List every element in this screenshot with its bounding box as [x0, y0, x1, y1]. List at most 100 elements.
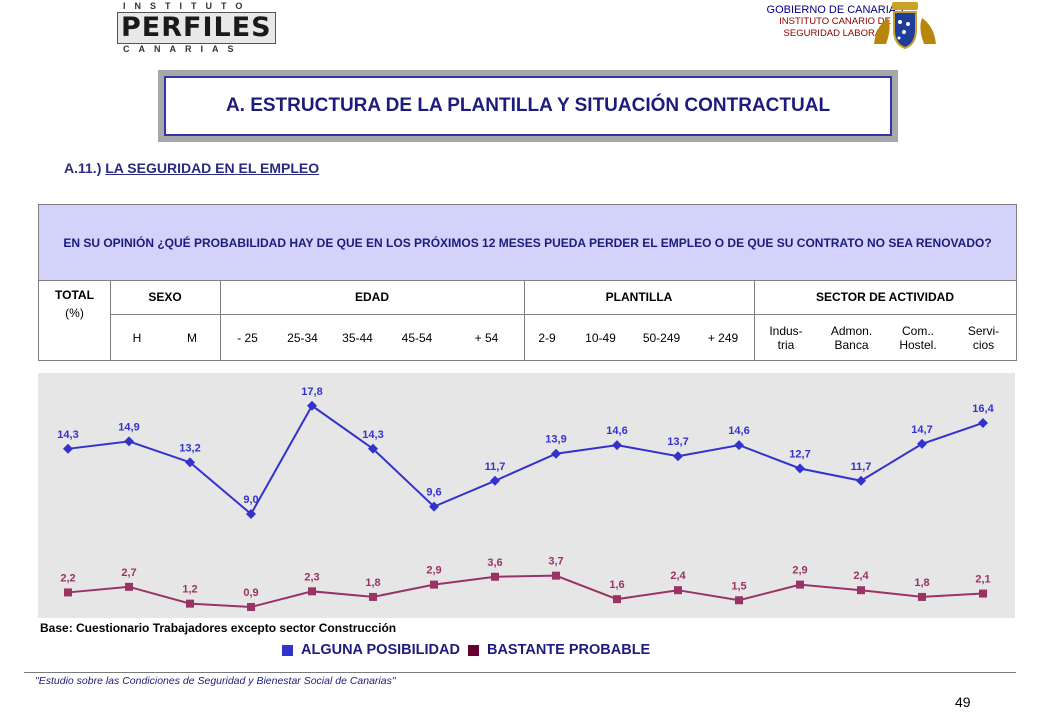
data-point	[613, 595, 621, 604]
group-edad: EDAD	[354, 290, 389, 304]
data-point	[796, 580, 804, 589]
logo-top-text: INSTITUTO	[123, 1, 252, 11]
base-note: Base: Cuestionario Trabajadores excepto …	[40, 621, 397, 635]
column-header: 50-249	[642, 330, 681, 345]
data-label: 16,4	[972, 403, 994, 415]
data-point	[368, 443, 378, 454]
column-header: Indus- tria	[769, 323, 803, 352]
data-point	[979, 589, 987, 598]
data-label: 2,9	[792, 565, 807, 577]
data-point	[430, 580, 438, 589]
data-point	[429, 501, 439, 512]
data-label: 13,2	[179, 442, 200, 454]
data-point	[491, 572, 499, 581]
column-header: 2-9	[538, 330, 556, 345]
data-label: 14,6	[728, 425, 749, 437]
data-label: 11,7	[851, 461, 872, 473]
data-label: 9,0	[243, 494, 258, 506]
data-point	[125, 582, 133, 591]
column-header: 25-34	[287, 330, 318, 345]
column-header: H	[132, 330, 142, 345]
gov-line-1: GOBIERNO DE CANARIAS	[766, 4, 904, 16]
column-header: Com.. Hostel.	[899, 323, 937, 352]
total-unit: (%)	[65, 306, 84, 320]
title-box: A. ESTRUCTURA DE LA PLANTILLA Y SITUACIÓ…	[164, 76, 892, 136]
data-label: 2,3	[304, 571, 319, 583]
legend-label-bastante: BASTANTE PROBABLE	[486, 642, 651, 658]
government-header: GOBIERNO DE CANARIAS INSTITUTO CANARIO D…	[760, 4, 910, 40]
data-point	[369, 592, 377, 601]
data-label: 3,6	[487, 557, 502, 569]
data-point	[674, 586, 682, 595]
data-label: 13,7	[667, 436, 688, 448]
data-label: 1,6	[609, 579, 624, 591]
survey-question: EN SU OPINIÓN ¿QUÉ PROBABILIDAD HAY DE Q…	[39, 205, 1016, 280]
page-title: A. ESTRUCTURA DE LA PLANTILLA Y SITUACIÓ…	[225, 95, 831, 116]
legend-label-alguna: ALGUNA POSIBILIDAD	[301, 642, 460, 658]
page-number: 49	[955, 694, 971, 710]
logo-bottom-text: CANARIAS	[123, 44, 243, 54]
column-header: Servi- cios	[967, 323, 1000, 352]
data-point	[795, 463, 805, 474]
total-header: TOTAL	[55, 288, 94, 302]
gov-line-2: INSTITUTO CANARIO DE	[779, 16, 891, 27]
data-label: 2,1	[975, 574, 990, 586]
data-label: 1,5	[731, 580, 746, 592]
chart-panel: 14,3 14,9 13,2 9,0 17,8 14,3 9,6 11,7 13,9 14,6 13…	[38, 373, 1015, 618]
logo-main-text: PERFILES	[117, 12, 276, 44]
column-header: 35-44	[342, 330, 373, 345]
data-label: 3,7	[548, 556, 563, 568]
subtitle-text: LA SEGURIDAD EN EL EMPLEO	[105, 160, 320, 176]
data-point	[918, 592, 926, 601]
data-point	[735, 596, 743, 605]
data-point	[978, 417, 988, 428]
series-line-2	[67, 574, 984, 609]
data-point	[246, 509, 256, 519]
data-point	[552, 571, 560, 580]
data-label: 14,3	[362, 429, 383, 441]
data-point	[551, 448, 561, 459]
data-point	[63, 443, 73, 454]
data-point	[490, 475, 500, 486]
data-label: 1,8	[365, 577, 380, 589]
group-plantilla: PLANTILLA	[605, 290, 673, 304]
data-label: 11,7	[485, 461, 506, 473]
data-point	[186, 599, 194, 608]
column-header: 10-49	[585, 330, 616, 345]
data-label: 0,9	[243, 587, 258, 599]
subtitle-prefix: A.11.)	[64, 160, 106, 176]
data-label: 14,7	[911, 424, 932, 436]
question-text: EN SU OPINIÓN ¿QUÉ PROBABILIDAD HAY DE Q…	[63, 235, 992, 250]
column-header: + 54	[474, 330, 499, 345]
data-label: 13,9	[545, 434, 566, 446]
data-point	[247, 603, 255, 611]
data-label: 2,4	[853, 570, 869, 582]
data-label: 2,9	[426, 565, 441, 577]
data-label: 17,8	[301, 386, 322, 398]
data-label: 2,7	[121, 567, 136, 579]
series-line-1	[67, 404, 984, 516]
data-point	[307, 400, 317, 411]
data-point	[917, 438, 927, 449]
gov-line-3: SEGURIDAD LABORAL	[783, 28, 887, 39]
group-sector: SECTOR DE ACTIVIDAD	[815, 290, 954, 304]
data-label: 2,2	[60, 572, 75, 584]
data-point	[673, 451, 683, 462]
data-point	[185, 457, 195, 468]
data-label: 2,4	[670, 570, 686, 582]
data-label: 9,6	[426, 487, 441, 499]
footer-text: "Estudio sobre las Condiciones de Seguri…	[35, 675, 396, 687]
data-label: 14,9	[118, 421, 139, 433]
data-label: 14,6	[606, 425, 627, 437]
section-subtitle: A.11.) LA SEGURIDAD EN EL EMPLEO	[64, 160, 319, 176]
data-point	[857, 586, 865, 595]
footer-divider	[24, 672, 1016, 673]
column-header: - 25	[237, 330, 258, 345]
column-header: M	[187, 330, 197, 345]
data-label: 1,2	[182, 584, 197, 596]
chart-legend: ALGUNA POSIBILIDAD BASTANTE PROBABLE	[282, 642, 650, 658]
data-point	[734, 440, 744, 451]
data-point	[856, 475, 866, 486]
data-point	[612, 440, 622, 451]
canary-islands-crest-icon	[874, 2, 936, 50]
